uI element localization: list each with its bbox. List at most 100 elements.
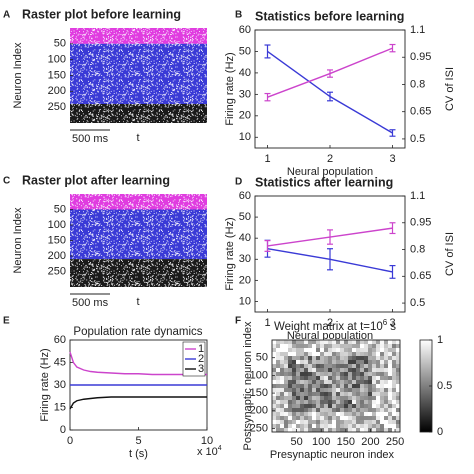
matrix-texture (320, 384, 324, 388)
matrix-texture (396, 360, 400, 364)
matrix-texture (316, 372, 320, 376)
matrix-texture (280, 348, 284, 352)
matrix-texture (316, 356, 320, 360)
matrix-texture (340, 368, 344, 372)
matrix-texture (344, 376, 348, 380)
matrix-texture (336, 360, 340, 364)
matrix-texture (276, 388, 280, 392)
matrix-texture (328, 396, 332, 400)
matrix-texture (384, 392, 388, 396)
matrix-texture (312, 352, 316, 356)
matrix-texture (284, 376, 288, 380)
matrix-texture (336, 404, 340, 408)
matrix-texture (308, 420, 312, 424)
matrix-texture (276, 420, 280, 424)
matrix-texture (368, 384, 372, 388)
y-tick-label: 10 (239, 131, 251, 143)
matrix-texture (356, 340, 360, 344)
spike-texture (70, 259, 207, 287)
matrix-texture (300, 356, 304, 360)
matrix-texture (280, 352, 284, 356)
matrix-texture (296, 356, 300, 360)
panel-label: C (3, 176, 10, 187)
matrix-texture (392, 372, 396, 376)
plot-frame (254, 29, 406, 149)
matrix-texture (372, 372, 376, 376)
matrix-texture (280, 412, 284, 416)
matrix-texture (360, 416, 364, 420)
matrix-texture (332, 376, 336, 380)
matrix-texture (384, 420, 388, 424)
y-tick-label: 0.8 (410, 78, 425, 90)
matrix-texture (280, 424, 284, 428)
matrix-texture (368, 368, 372, 372)
matrix-texture (300, 368, 304, 372)
matrix-texture (284, 344, 288, 348)
matrix-texture (292, 388, 296, 392)
matrix-texture (392, 364, 396, 368)
x-tick-label: 2 (327, 317, 333, 329)
scale-bar-label: 500 ms (72, 133, 109, 145)
matrix-texture (348, 420, 352, 424)
matrix-texture (380, 416, 384, 420)
matrix-texture (376, 408, 380, 412)
matrix-texture (392, 392, 396, 396)
matrix-texture (324, 400, 328, 404)
matrix-texture (304, 344, 308, 348)
matrix-texture (372, 396, 376, 400)
matrix-texture (304, 392, 308, 396)
matrix-texture (288, 360, 292, 364)
matrix-texture (328, 356, 332, 360)
matrix-texture (336, 344, 340, 348)
x-tick-label: 0 (67, 435, 73, 447)
matrix-texture (348, 392, 352, 396)
matrix-texture (388, 352, 392, 356)
matrix-texture (352, 384, 356, 388)
matrix-texture (380, 352, 384, 356)
matrix-texture (328, 364, 332, 368)
chart-title: Raster plot after learning (22, 173, 170, 187)
matrix-texture (296, 420, 300, 424)
matrix-texture (360, 412, 364, 416)
matrix-texture (320, 400, 324, 404)
matrix-texture (296, 340, 300, 344)
x-tick-label: 3 (389, 153, 395, 165)
matrix-texture (276, 364, 280, 368)
matrix-texture (384, 408, 388, 412)
matrix-texture (380, 348, 384, 352)
matrix-texture (308, 408, 312, 412)
matrix-texture (356, 348, 360, 352)
matrix-texture (340, 340, 344, 344)
matrix-texture (372, 428, 376, 432)
matrix-texture (356, 416, 360, 420)
matrix-texture (292, 360, 296, 364)
matrix-texture (376, 356, 380, 360)
matrix-texture (304, 404, 308, 408)
matrix-texture (280, 400, 284, 404)
matrix-texture (352, 340, 356, 344)
matrix-texture (384, 412, 388, 416)
matrix-texture (372, 392, 376, 396)
matrix-texture (368, 424, 372, 428)
matrix-texture (380, 384, 384, 388)
matrix-texture (384, 340, 388, 344)
matrix-texture (288, 376, 292, 380)
y-tick-label: 200 (48, 85, 66, 97)
matrix-texture (300, 392, 304, 396)
matrix-texture (304, 376, 308, 380)
matrix-texture (336, 416, 340, 420)
matrix-texture (368, 404, 372, 408)
matrix-texture (300, 360, 304, 364)
matrix-texture (324, 360, 328, 364)
matrix-texture (384, 348, 388, 352)
matrix-texture (272, 396, 276, 400)
matrix-texture (304, 424, 308, 428)
matrix-texture (384, 344, 388, 348)
matrix-texture (336, 364, 340, 368)
matrix-texture (276, 416, 280, 420)
matrix-texture (288, 420, 292, 424)
matrix-texture (352, 360, 356, 364)
matrix-texture (348, 408, 352, 412)
y-tick-label: 60 (54, 334, 66, 346)
